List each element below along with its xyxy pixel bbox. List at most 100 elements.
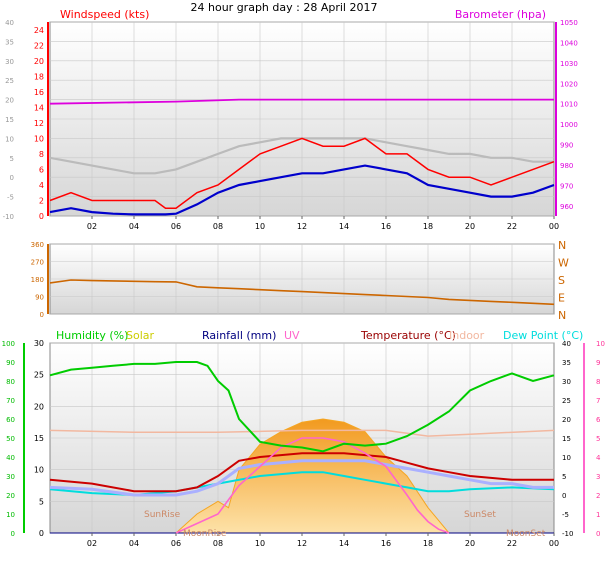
- y-tick-label-dir: 270: [31, 259, 44, 267]
- y-tick-label-wind: 0: [39, 212, 44, 221]
- y-tick-label-uv: 9: [596, 359, 600, 367]
- y-tick-label-wind: 4: [39, 181, 44, 190]
- y-tick-label-baro: 1040: [560, 39, 578, 47]
- y-tick-label-solar: 30: [34, 339, 44, 348]
- y-tick-label-solar: 0: [39, 529, 44, 538]
- x-tick-label: 04: [129, 539, 139, 548]
- y-tick-label-temp: 30: [562, 378, 571, 386]
- y-tick-label-uv: 1: [596, 511, 600, 519]
- y-tick-label-temp: 20: [562, 416, 571, 424]
- y-tick-label-humidity: 30: [6, 473, 15, 481]
- y-tick-label-dir: 90: [35, 294, 44, 302]
- y-tick-label-uv: 6: [596, 416, 601, 424]
- solar-label: Solar: [126, 329, 155, 342]
- y-tick-label-wind: 8: [39, 150, 44, 159]
- y-tick-label-wind: 22: [34, 41, 44, 50]
- uv-label: UV: [284, 329, 300, 342]
- y-tick-label-humidity: 10: [6, 511, 15, 519]
- y-tick-label-temp: 10: [562, 454, 571, 462]
- sunset-label: SunSet: [464, 510, 496, 520]
- y-tick-label-humidity: 60: [6, 416, 15, 424]
- series-gust_avg: [49, 164, 555, 216]
- y-tick-label-temp: 0: [562, 492, 566, 500]
- temp-series: [49, 361, 555, 534]
- x-tick-label: 00: [549, 222, 559, 231]
- x-tick-label: 20: [465, 222, 475, 231]
- x-tick-label: 08: [213, 539, 223, 548]
- wind-label: Windspeed (kts): [60, 8, 149, 21]
- y-tick-label-outer: 10: [5, 135, 14, 143]
- y-tick-label-temp: -5: [562, 511, 569, 519]
- compass-label: E: [558, 292, 565, 305]
- y-tick-label-solar: 15: [34, 434, 44, 443]
- x-tick-label: 14: [339, 222, 349, 231]
- chart-title: 24 hour graph day : 28 April 2017: [191, 1, 378, 14]
- indoor-label: Indoor: [449, 329, 485, 342]
- baro-label: Barometer (hpa): [455, 8, 546, 21]
- y-tick-label-wind: 20: [34, 57, 44, 66]
- temp-label: Temperature (°C): [360, 329, 456, 342]
- y-tick-label-humidity: 20: [6, 492, 15, 500]
- y-tick-label-uv: 0: [596, 530, 600, 538]
- y-tick-label-wind: 18: [34, 72, 44, 81]
- y-tick-label-outer: 15: [5, 116, 14, 124]
- y-tick-label-temp: 35: [562, 359, 571, 367]
- y-tick-label-baro: 1010: [560, 101, 578, 109]
- series-wind: [49, 137, 555, 209]
- y-tick-label-humidity: 50: [6, 435, 15, 443]
- series-feels: [49, 459, 554, 497]
- series-temp: [49, 452, 554, 493]
- x-tick-label: 06: [171, 539, 181, 548]
- y-tick-label-outer: 0: [10, 174, 14, 182]
- direction-series: [49, 279, 555, 306]
- series-humidity: [49, 361, 555, 453]
- wind-axes: -10-505101520253035400246810121416182022…: [3, 19, 578, 231]
- compass-label: W: [558, 257, 569, 270]
- y-tick-label-wind: 6: [39, 165, 44, 174]
- y-tick-label-outer: 30: [5, 58, 14, 66]
- moonrise-label: MoonRise: [183, 529, 227, 539]
- y-tick-label-dir: 180: [31, 276, 44, 284]
- y-tick-label-wind: 24: [34, 26, 44, 35]
- y-tick-label-outer: 5: [10, 155, 14, 163]
- wind-series: [49, 98, 555, 216]
- y-tick-label-uv: 2: [596, 492, 600, 500]
- y-tick-label-baro: 980: [560, 162, 573, 170]
- compass-label: N: [558, 239, 566, 252]
- y-tick-label-temp: 5: [562, 473, 566, 481]
- y-tick-label-outer: 20: [5, 97, 14, 105]
- x-tick-label: 06: [171, 222, 181, 231]
- y-tick-label-outer: -10: [3, 213, 14, 221]
- moonset-label: MoonSet: [506, 529, 546, 539]
- y-tick-label-outer: 25: [5, 77, 14, 85]
- y-tick-label-wind: 10: [34, 134, 44, 143]
- y-tick-label-baro: 970: [560, 182, 573, 190]
- x-tick-label: 04: [129, 222, 139, 231]
- y-tick-label-temp: 40: [562, 340, 571, 348]
- x-tick-label: 02: [87, 222, 97, 231]
- y-tick-label-uv: 7: [596, 397, 600, 405]
- y-tick-label-dir: 360: [31, 241, 44, 249]
- y-tick-label-uv: 3: [596, 473, 600, 481]
- y-tick-label-temp: -10: [562, 530, 573, 538]
- dew-label: Dew Point (°C): [503, 329, 583, 342]
- y-tick-label-solar: 10: [34, 466, 44, 475]
- y-tick-label-humidity: 40: [6, 454, 15, 462]
- y-tick-label-uv: 5: [596, 435, 600, 443]
- x-tick-label: 00: [549, 539, 559, 548]
- y-tick-label-baro: 1050: [560, 19, 578, 27]
- y-tick-label-baro: 1000: [560, 121, 578, 129]
- x-tick-label: 22: [507, 539, 517, 548]
- y-tick-label-solar: 5: [39, 497, 44, 506]
- x-tick-label: 12: [297, 222, 307, 231]
- y-tick-label-humidity: 80: [6, 378, 15, 386]
- y-tick-label-dir: 0: [40, 311, 44, 319]
- y-tick-label-solar: 20: [34, 402, 44, 411]
- series-baro: [49, 98, 554, 105]
- y-tick-label-baro: 1020: [560, 80, 578, 88]
- compass-label: S: [558, 274, 565, 287]
- y-tick-label-wind: 16: [34, 88, 44, 97]
- y-tick-label-outer: 40: [5, 19, 14, 27]
- y-tick-label-outer: -5: [7, 194, 14, 202]
